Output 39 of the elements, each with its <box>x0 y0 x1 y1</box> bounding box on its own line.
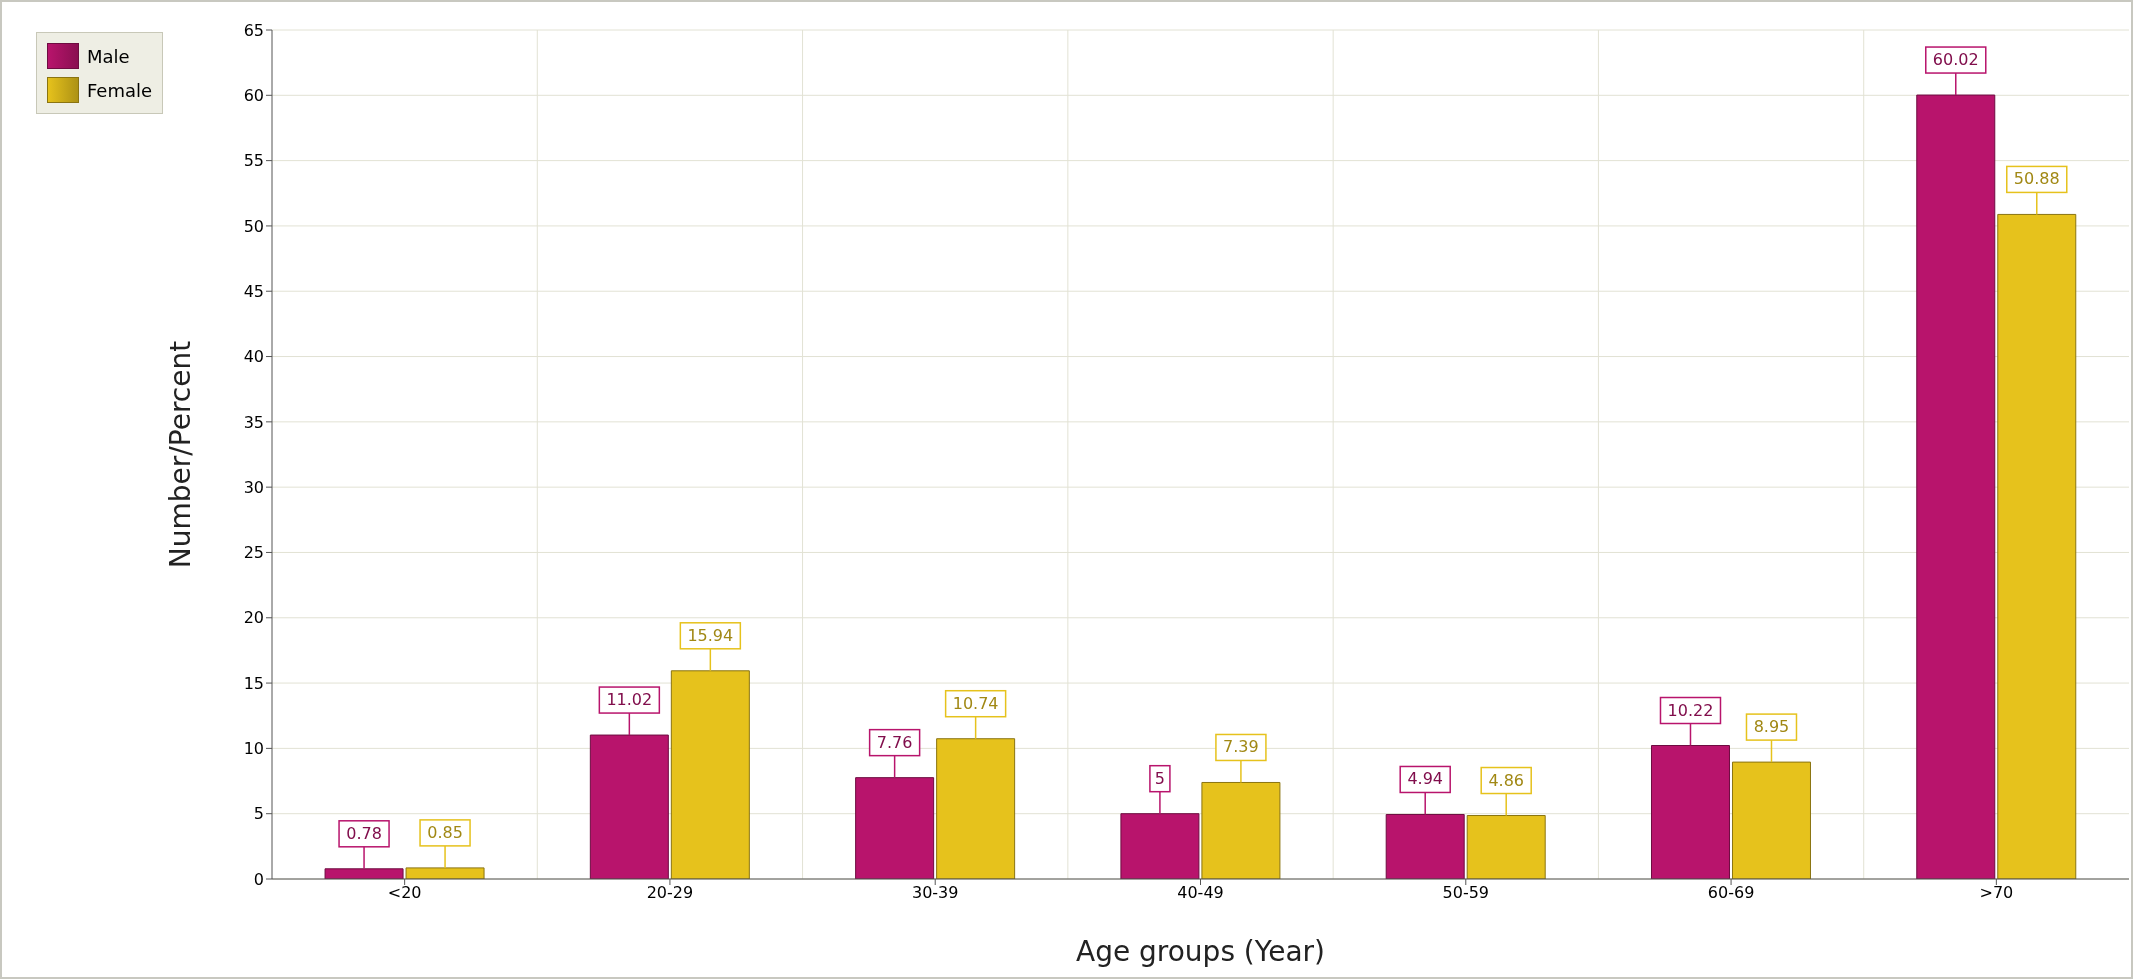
x-tick-label: 50-59 <box>1442 883 1490 903</box>
y-tick-label: 60 <box>243 85 264 105</box>
data-label: 8.95 <box>1753 717 1790 737</box>
x-axis-title: Age groups (Year) <box>1076 935 1325 968</box>
x-tick-label: 60-69 <box>1707 883 1755 903</box>
data-label: 0.85 <box>427 822 463 842</box>
data-label: 10.74 <box>952 693 999 713</box>
data-label: 60.02 <box>1932 50 1979 70</box>
y-tick-label: 50 <box>243 216 264 236</box>
data-label: 10.22 <box>1667 700 1714 720</box>
x-tick-label: 40-49 <box>1177 883 1224 903</box>
y-tick-label: 15 <box>243 673 264 693</box>
y-tick-label: 0 <box>253 869 264 889</box>
data-label: 7.76 <box>876 732 913 752</box>
y-tick-label: 55 <box>243 151 264 171</box>
data-label: 50.88 <box>2013 169 2060 189</box>
y-tick-label: 30 <box>243 477 264 497</box>
legend-label: Male <box>87 45 130 67</box>
data-label: 4.86 <box>1488 770 1525 790</box>
y-tick-label: 35 <box>243 412 264 432</box>
y-tick-label: 10 <box>243 739 264 759</box>
data-label: 4.94 <box>1407 769 1444 789</box>
y-tick-label: 5 <box>253 804 264 824</box>
x-tick-label: 30-39 <box>911 883 959 903</box>
x-tick-label: 20-29 <box>646 883 694 903</box>
data-label: 7.39 <box>1223 737 1259 757</box>
y-tick-label: 45 <box>243 281 264 301</box>
data-label: 11.02 <box>606 690 653 710</box>
data-label: 5 <box>1154 768 1166 788</box>
y-tick-label: 65 <box>243 20 264 40</box>
x-tick-label: >70 <box>1979 883 2014 903</box>
data-label: 0.78 <box>346 823 382 843</box>
y-tick-label: 20 <box>243 608 264 628</box>
data-label: 15.94 <box>687 625 734 645</box>
y-tick-label: 40 <box>243 347 264 367</box>
legend-label: Female <box>87 79 153 101</box>
y-tick-label: 25 <box>243 543 264 563</box>
y-axis-title: Number/Percent <box>163 340 197 569</box>
x-tick-label: <20 <box>387 883 422 903</box>
